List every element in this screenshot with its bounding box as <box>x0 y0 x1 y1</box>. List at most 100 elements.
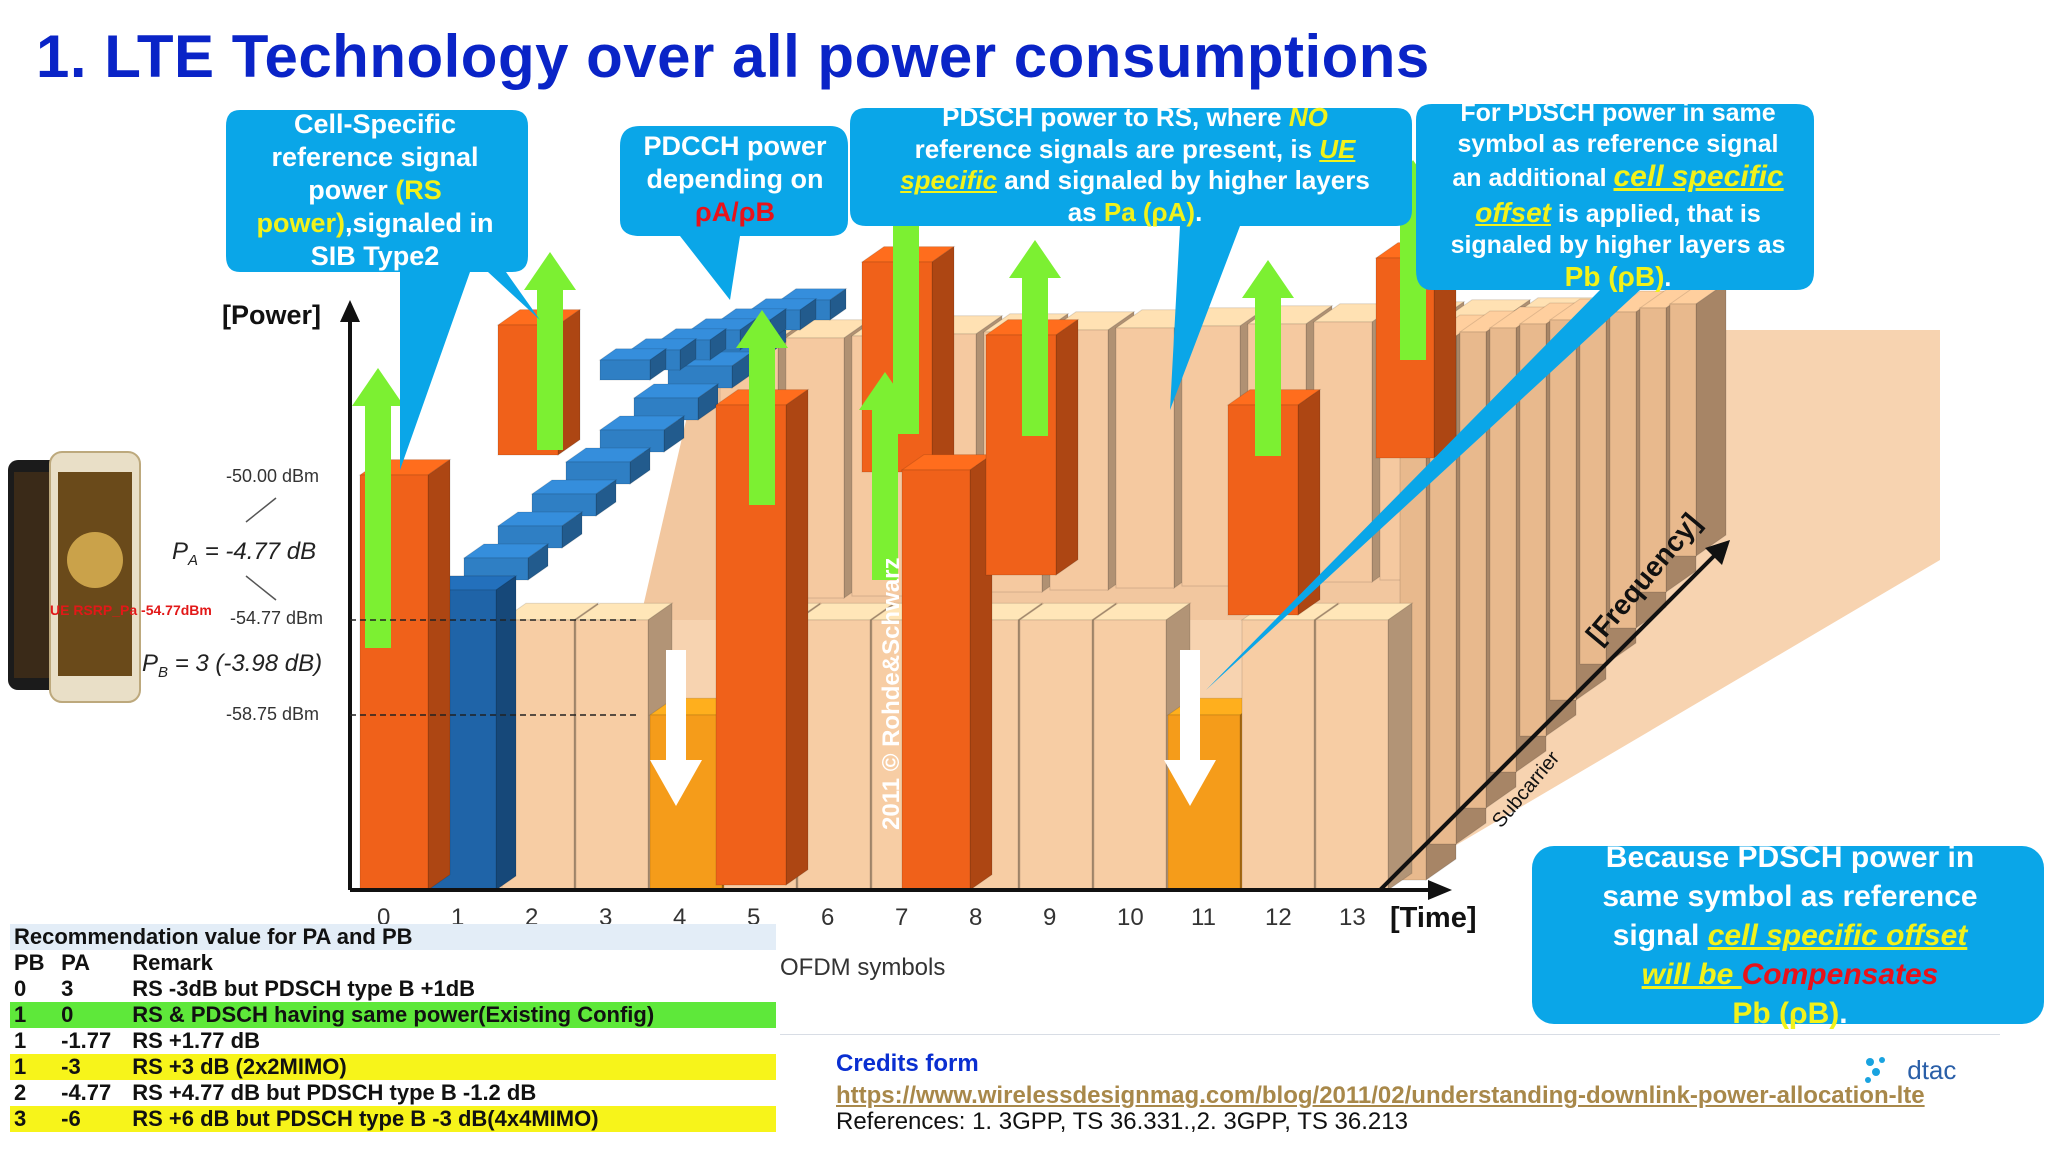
symbol-tick-label: 10 <box>1117 904 1144 931</box>
green-up-arrow <box>352 368 404 648</box>
table-row: 3 -6 RS +6 dB but PDSCH type B -3 dB(4x4MI… <box>10 1106 776 1132</box>
pdsch-side-block-front <box>1579 315 1607 665</box>
pa-label: PA = -4.77 dB <box>172 538 317 569</box>
recommendation-table: Recommendation value for PA and PB PB PA… <box>10 924 776 1132</box>
pdsch-block-side <box>1387 602 1413 891</box>
ue-rsrp-label: UE RSRP_Pa -54.77dBm <box>50 602 212 618</box>
pdcch-block-front <box>599 359 651 381</box>
symbol-tick-label: 13 <box>1339 904 1366 931</box>
pdcch-block <box>598 415 686 453</box>
green-arrow-shaft <box>1022 276 1048 436</box>
green-up-arrow <box>1242 260 1294 456</box>
pdcch-column-side <box>495 575 517 891</box>
rs-tower-side <box>1055 318 1079 576</box>
pdsch-side-block-front <box>1459 331 1487 809</box>
green-arrow-head <box>352 368 404 406</box>
table-cell-remark: RS +1.77 dB <box>128 1028 776 1054</box>
rohde-schwarz-watermark: 2011 © Rohde&Schwarz <box>878 557 905 830</box>
dtac-logo-icon <box>1865 1057 1885 1083</box>
table-row: 1 0 RS & PDSCH having same power(Existing … <box>10 1002 776 1028</box>
slide-title: 1. LTE Technology over all power consump… <box>36 23 1430 90</box>
credits-label: Credits form <box>836 1050 979 1077</box>
table-cell-pb: 0 <box>10 976 58 1002</box>
axes <box>245 300 1730 900</box>
table-cell-remark: RS +3 dB (2x2MIMO) <box>128 1054 776 1080</box>
callout-shapes <box>226 104 2044 1024</box>
pdsch-side-block-front <box>1609 311 1637 629</box>
table-cell-pa: 0 <box>57 1002 129 1028</box>
table-cell-pa: -4.77 <box>57 1080 129 1106</box>
pdcch-block <box>462 543 550 581</box>
table-row: 0 3 RS -3dB but PDSCH type B +1dB <box>10 976 776 1002</box>
power-axis-label: [Power] <box>222 300 322 330</box>
pdsch-block-front <box>1241 619 1315 891</box>
pdsch-type-b-block-front <box>1167 714 1241 891</box>
rs-tower-side <box>931 245 955 473</box>
table-cell-remark: RS & PDSCH having same power(Existing Co… <box>128 1002 776 1028</box>
symbol-tick-label: 11 <box>1191 904 1216 931</box>
pdsch-back-block-front <box>1115 327 1175 589</box>
table-row: 1 -1.77 RS +1.77 dB <box>10 1028 776 1054</box>
symbol-tick-label: 7 <box>895 904 909 931</box>
pdcch-block <box>496 511 584 549</box>
symbol-tick-label: 6 <box>821 904 835 931</box>
table-header-pa: PA <box>57 950 129 976</box>
table-row: 2 -4.77 RS +4.77 dB but PDSCH type B -1.2 … <box>10 1080 776 1106</box>
pdcch-block <box>598 347 668 381</box>
table-cell-pb: 2 <box>10 1080 58 1106</box>
table-row: 1 -3 RS +3 dB (2x2MIMO) <box>10 1054 776 1080</box>
level-high-label: -50.00 dBm <box>226 466 320 486</box>
table-cell-pa: 3 <box>57 976 129 1002</box>
compensate-callout: Because PDSCH power in same symbol as re… <box>1602 841 1978 1030</box>
symbol-tick-label: 12 <box>1265 904 1292 931</box>
table-cell-pa: -6 <box>57 1106 129 1132</box>
pdsch-with-rs-callout: For PDSCH power in same symbol as refere… <box>1450 99 1786 293</box>
dtac-logo: dtac <box>1860 1052 1956 1092</box>
green-arrow-head <box>1009 240 1061 278</box>
pdsch-block-front <box>1093 619 1167 891</box>
green-arrow-shaft <box>749 346 775 505</box>
pdcch-callout: PDCCH power depending on ρA/ρB <box>643 131 827 227</box>
pdsch-block-front <box>1315 619 1389 891</box>
table-cell-remark: RS +6 dB but PDSCH type B -3 dB(4x4MIMO) <box>128 1106 776 1132</box>
green-arrow-shaft <box>872 408 898 580</box>
table-cell-pb: 1 <box>10 1028 58 1054</box>
table-cell-pa: -3 <box>57 1054 129 1080</box>
table-cell-remark: RS +4.77 dB but PDSCH type B -1.2 dB <box>128 1080 776 1106</box>
pdsch-block-front <box>1019 619 1093 891</box>
pdcch-block <box>530 479 618 517</box>
ofdm-symbols-label: OFDM symbols <box>780 954 946 981</box>
credits-link[interactable]: https://www.wirelessdesignmag.com/blog/2… <box>836 1082 1925 1109</box>
green-arrow-shaft <box>1255 296 1281 456</box>
green-up-arrow <box>1009 240 1061 436</box>
pdsch-side-block-front <box>1549 319 1577 701</box>
rs-tower <box>984 318 1080 576</box>
level-low-label: -58.75 dBm <box>226 704 320 724</box>
green-arrow-head <box>1242 260 1294 298</box>
pdsch-no-rs-callout: PDSCH power to RS, where NO reference si… <box>900 102 1370 228</box>
rs-tower <box>900 453 994 891</box>
green-arrow-shaft <box>537 288 563 450</box>
references-text: References: 1. 3GPP, TS 36.331.,2. 3GPP,… <box>836 1108 1408 1135</box>
footer-divider <box>780 1034 2000 1035</box>
pb-label: PB = 3 (-3.98 dB) <box>142 650 323 681</box>
pdsch-side-block-front <box>1669 303 1697 557</box>
green-arrow-shaft <box>893 202 919 434</box>
pdsch-side-block <box>1668 282 1728 557</box>
table-cell-pb: 1 <box>10 1002 58 1028</box>
time-axis-label: [Time] <box>1390 902 1477 934</box>
rs-power-callout: Cell-Specific reference signal power (RS… <box>256 109 494 271</box>
green-arrow-head <box>524 252 576 290</box>
pdcch-block <box>632 383 720 421</box>
table-title: Recommendation value for PA and PB <box>10 924 776 950</box>
pdsch-block-front <box>797 619 871 891</box>
pdsch-block <box>1092 602 1192 891</box>
table-cell-remark: RS -3dB but PDSCH type B +1dB <box>128 976 776 1002</box>
table-cell-pb: 3 <box>10 1106 58 1132</box>
green-arrow-shaft <box>365 404 391 648</box>
table-cell-pa: -1.77 <box>57 1028 129 1054</box>
rs-tower-side <box>427 458 451 891</box>
green-up-arrow <box>736 310 788 505</box>
pdsch-block <box>1314 602 1414 891</box>
